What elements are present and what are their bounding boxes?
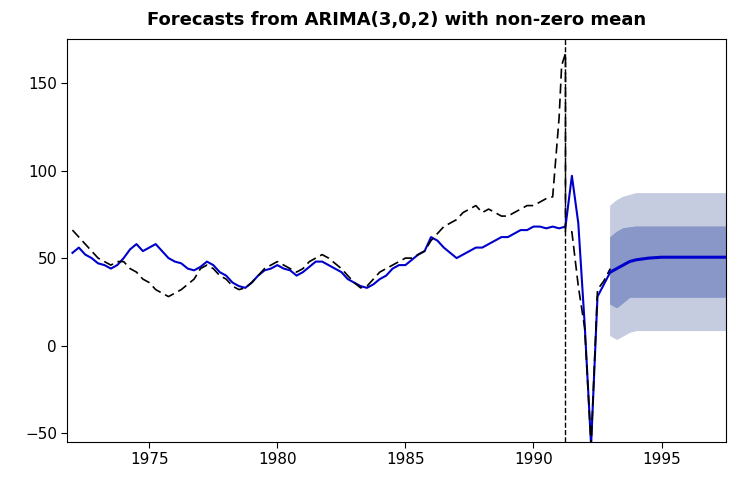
Title: Forecasts from ARIMA(3,0,2) with non-zero mean: Forecasts from ARIMA(3,0,2) with non-zer… bbox=[147, 11, 646, 29]
